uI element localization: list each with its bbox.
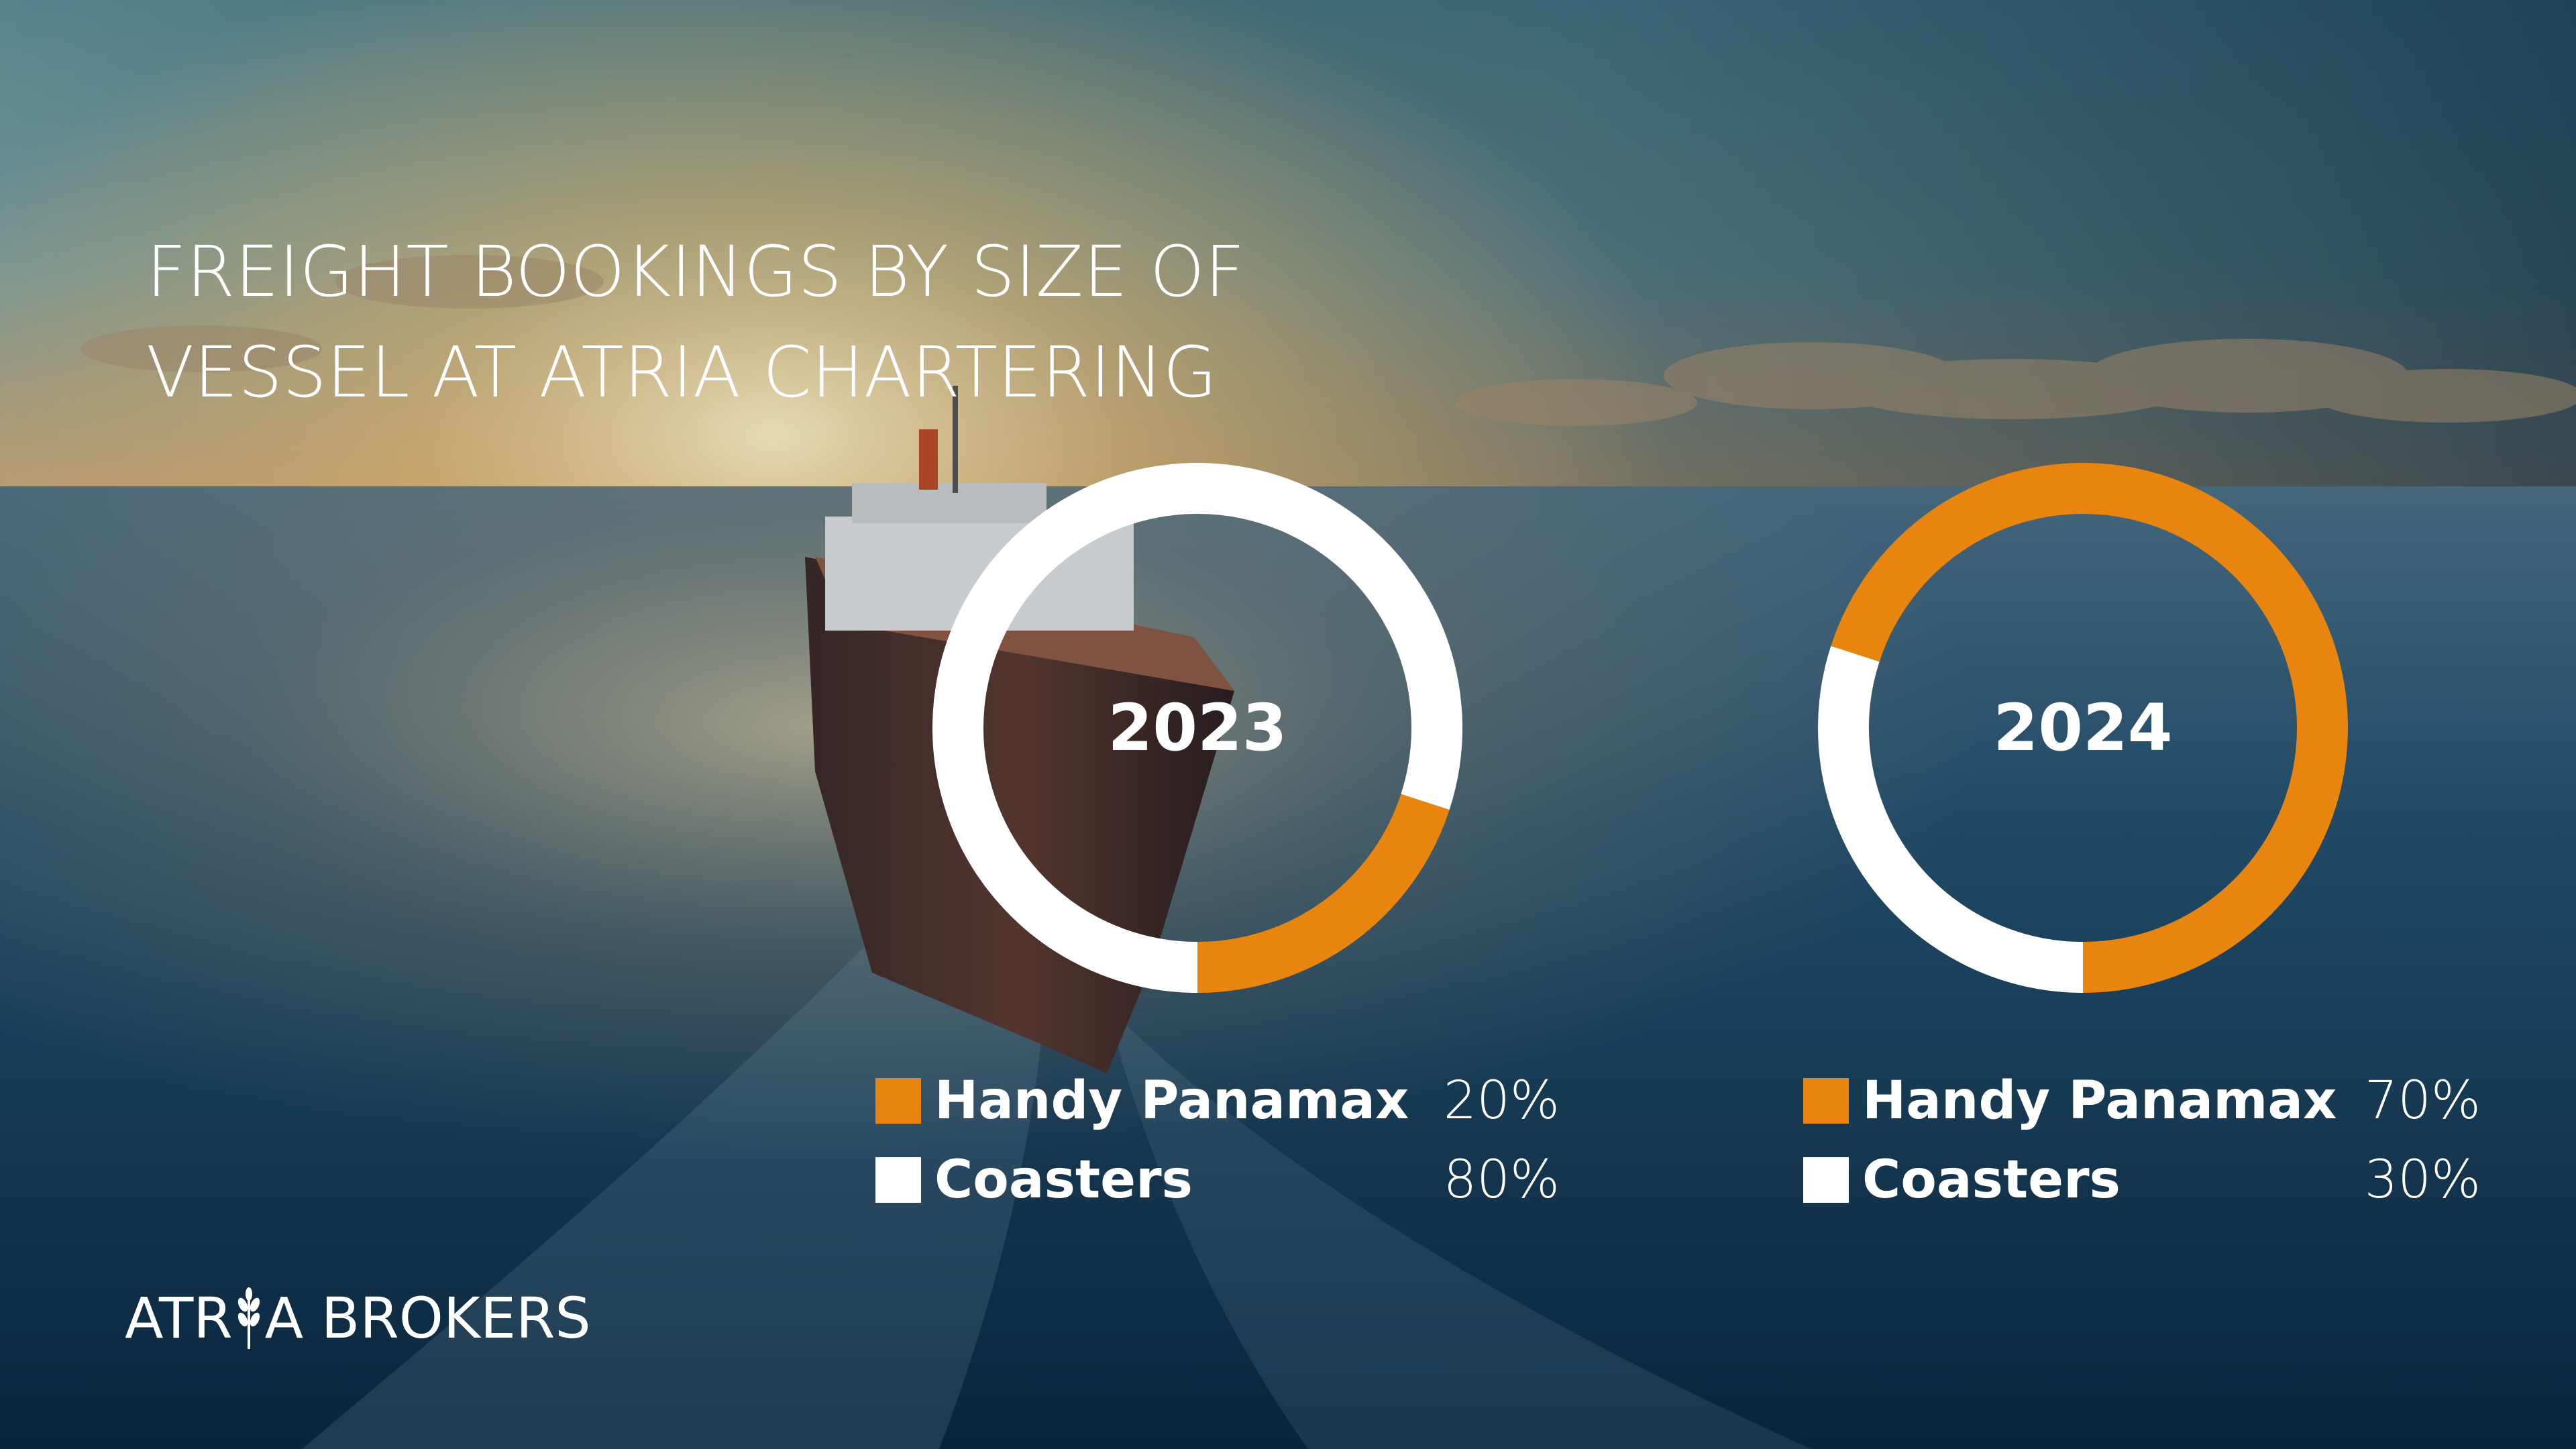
donut-chart-2024: 2024 <box>1818 463 2348 993</box>
donut-chart-2023: 2023 <box>932 463 1462 993</box>
legend-2023: Handy Panamax 20% Coasters 80% <box>875 1063 1560 1222</box>
legend-label: Handy Panamax <box>1862 1071 2337 1131</box>
donut-slices <box>932 463 1462 993</box>
legend-label: Coasters <box>1862 1150 2121 1210</box>
legend-label: Coasters <box>934 1150 1193 1210</box>
legend-item-handy-panamax: Handy Panamax 20% <box>875 1063 1560 1142</box>
logo-text-left: ATR <box>125 1285 233 1351</box>
donut-slice-coasters <box>932 463 1462 993</box>
donut-slice-handy-panamax <box>1831 463 2348 993</box>
company-logo: ATR A BROKERS <box>125 1285 591 1352</box>
donut-slice-handy-panamax <box>1197 794 1450 993</box>
legend-2024: Handy Panamax 70% Coasters 30% <box>1803 1063 2481 1222</box>
donut-slice-coasters <box>1818 645 2084 993</box>
donut-center-year: 2024 <box>1993 690 2172 765</box>
title-line-1: FREIGHT BOOKINGS BY SIZE OF <box>146 231 1245 313</box>
donut-center-year: 2023 <box>1108 690 1287 765</box>
legend-item-handy-panamax: Handy Panamax 70% <box>1803 1063 2481 1142</box>
legend-item-coasters: Coasters 30% <box>1803 1142 2481 1222</box>
donut-slices <box>1818 463 2348 993</box>
title-line-2: VESSEL AT ATRIA CHARTERING <box>146 331 1218 413</box>
legend-label: Handy Panamax <box>934 1071 1409 1131</box>
legend-value: 70% <box>2364 1071 2481 1131</box>
handy-panamax-swatch <box>1803 1078 1849 1124</box>
legend-value: 80% <box>1443 1150 1560 1210</box>
slide-title: FREIGHT BOOKINGS BY SIZE OF VESSEL AT AT… <box>146 221 1488 423</box>
legend-item-coasters: Coasters 80% <box>875 1142 1560 1222</box>
legend-value: 20% <box>1443 1071 1560 1131</box>
wheat-icon <box>237 1287 260 1349</box>
logo-text-right: A BROKERS <box>264 1285 591 1351</box>
coasters-swatch <box>1803 1157 1849 1203</box>
coasters-swatch <box>875 1157 921 1203</box>
handy-panamax-swatch <box>875 1078 921 1124</box>
legend-value: 30% <box>2364 1150 2481 1210</box>
